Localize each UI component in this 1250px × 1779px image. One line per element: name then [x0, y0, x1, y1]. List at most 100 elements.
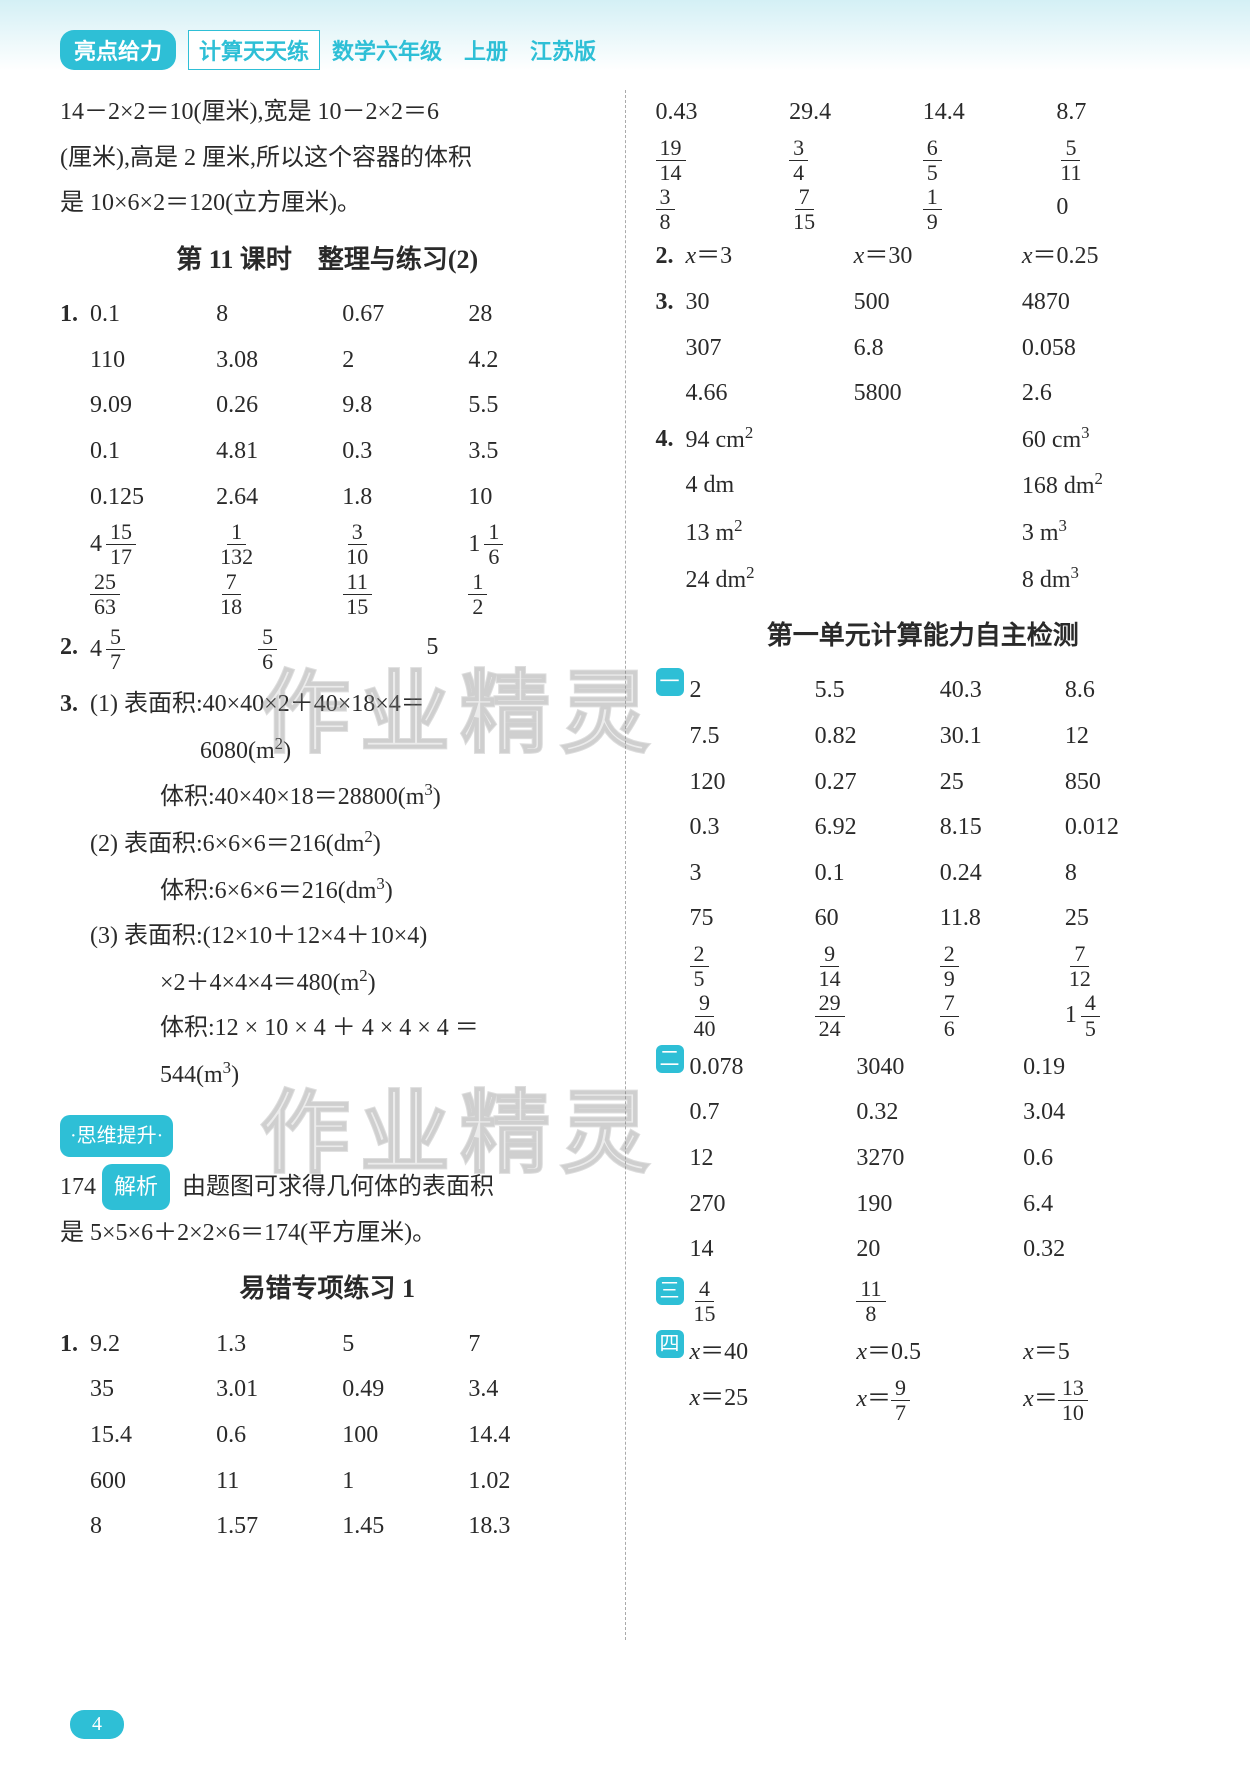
- cell: 8 dm3: [1022, 557, 1190, 604]
- cell: 3270: [856, 1136, 1023, 1182]
- q3-index: 3.: [60, 682, 90, 1098]
- cell: 0.125: [90, 475, 216, 521]
- table-row: 4.6658002.6: [686, 371, 1191, 417]
- cell: 2: [342, 338, 468, 384]
- cell: 307: [686, 326, 854, 372]
- q1: 1. 0.180.67281103.0824.29.090.269.85.50.…: [60, 292, 595, 619]
- cell: 28: [468, 292, 594, 338]
- cell: 76: [940, 991, 1065, 1040]
- cell: 0.1: [90, 429, 216, 475]
- cell: 0.24: [940, 851, 1065, 897]
- sec4: 四 x＝40x＝0.5x＝5x＝25x＝97x＝1310: [656, 1330, 1191, 1425]
- cell: 14.4: [468, 1413, 594, 1459]
- table-row: 0.1252.641.810: [90, 475, 595, 521]
- cell: 29: [940, 942, 1065, 991]
- page-header: 亮点给力 计算天天练 数学六年级 上册 江苏版: [0, 0, 1250, 90]
- cell: 4.81: [216, 429, 342, 475]
- intro-line: (厘米),高是 2 厘米,所以这个容器的体积: [60, 136, 595, 182]
- table-row: 25.540.38.6: [690, 668, 1191, 714]
- cell: [854, 510, 1022, 557]
- sec4-index: 四: [656, 1330, 684, 1358]
- q3-p3-l3: 体积:12 × 10 × 4 ＋ 4 × 4 × 4 ＝: [90, 1006, 595, 1052]
- cell: 12: [690, 1136, 857, 1182]
- cell: 1.57: [216, 1504, 342, 1550]
- q3-p3-l4: 544(m3): [90, 1052, 595, 1099]
- table-row: 3076.80.058: [686, 326, 1191, 372]
- cell: 4.2: [468, 338, 594, 384]
- cell: 0.3: [690, 805, 815, 851]
- cell: 0.27: [815, 760, 940, 806]
- intro-line: 是 10×6×2＝120(立方厘米)。: [60, 181, 595, 227]
- cell: 60: [815, 896, 940, 942]
- cell: 1.02: [468, 1459, 594, 1505]
- cell: 0.26: [216, 383, 342, 429]
- table-row: 2701906.4: [690, 1182, 1191, 1228]
- table-row: 13 m23 m3: [686, 510, 1191, 557]
- cell: x＝25: [690, 1376, 857, 1425]
- cell: 0.3: [342, 429, 468, 475]
- intro-text: 14－2×2＝10(厘米),宽是 10－2×2＝6(厘米),高是 2 厘米,所以…: [60, 90, 595, 227]
- cell: 6.92: [815, 805, 940, 851]
- yicuo-q1-index: 1.: [60, 1322, 90, 1550]
- cell: 2924: [815, 991, 940, 1040]
- cell: 24 dm2: [686, 557, 854, 604]
- cell: x＝40: [690, 1330, 857, 1376]
- cell: 9.09: [90, 383, 216, 429]
- cell: 60 cm3: [1022, 417, 1190, 464]
- cell: 2563: [90, 570, 216, 619]
- cell: 1.8: [342, 475, 468, 521]
- q2: 2. 457565: [60, 625, 595, 674]
- cell: 110: [90, 338, 216, 384]
- cell: 65: [923, 136, 1057, 185]
- cell: 500: [854, 280, 1022, 326]
- table-row: 0.36.928.150.012: [690, 805, 1191, 851]
- cell: 270: [690, 1182, 857, 1228]
- cell: 1914: [656, 136, 790, 185]
- cell: 715: [789, 185, 923, 234]
- cell: 3 m3: [1022, 510, 1190, 557]
- table-row: 2591429712: [690, 942, 1191, 991]
- yicuo-q1: 1. 9.21.357353.010.493.415.40.610014.460…: [60, 1322, 595, 1550]
- cell: x＝1310: [1023, 1376, 1190, 1425]
- cell: 145: [1065, 991, 1190, 1040]
- header-badge: 亮点给力: [60, 30, 176, 70]
- cell: 20: [856, 1227, 1023, 1273]
- cell: 600: [90, 1459, 216, 1505]
- q1-index: 1.: [60, 292, 90, 619]
- section-11-title: 第 11 课时 整理与练习(2): [60, 235, 595, 284]
- cell: x＝3: [686, 234, 854, 280]
- cell: [854, 417, 1022, 464]
- cell: x＝5: [1023, 1330, 1190, 1376]
- cell: 38: [656, 185, 790, 234]
- cell: 8: [90, 1504, 216, 1550]
- table-row: 7.50.8230.112: [690, 714, 1191, 760]
- cell: 118: [856, 1277, 1023, 1326]
- cell: 40.3: [940, 668, 1065, 714]
- r-q4-index: 4.: [656, 417, 686, 603]
- cell: 19: [923, 185, 1057, 234]
- table-row: 0.180.6728: [90, 292, 595, 338]
- q3-p1-l1: (1) 表面积:40×40×2＋40×18×4＝: [90, 682, 595, 728]
- cell: 0.7: [690, 1090, 857, 1136]
- cell: x＝30: [854, 234, 1022, 280]
- siwei-section: ·思维提升·: [60, 1113, 595, 1159]
- cell: 8.15: [940, 805, 1065, 851]
- table-row: 0.70.323.04: [690, 1090, 1191, 1136]
- table-row: x＝40x＝0.5x＝5: [690, 1330, 1191, 1376]
- cell: 0.67: [342, 292, 468, 338]
- cell: 0.49: [342, 1367, 468, 1413]
- cell: 3.04: [1023, 1090, 1190, 1136]
- cell: 0.012: [1065, 805, 1190, 851]
- cell: 100: [342, 1413, 468, 1459]
- cell: 12: [1065, 714, 1190, 760]
- cell: 0.19: [1023, 1045, 1190, 1091]
- cell: 7: [468, 1322, 594, 1368]
- cell: 3: [690, 851, 815, 897]
- cell: 190: [856, 1182, 1023, 1228]
- cell: 0.6: [1023, 1136, 1190, 1182]
- cell: 5: [426, 625, 594, 674]
- cell: 29.4: [789, 90, 923, 136]
- cell: 7.5: [690, 714, 815, 760]
- table-row: 9.21.357: [90, 1322, 595, 1368]
- table-row: x＝25x＝97x＝1310: [690, 1376, 1191, 1425]
